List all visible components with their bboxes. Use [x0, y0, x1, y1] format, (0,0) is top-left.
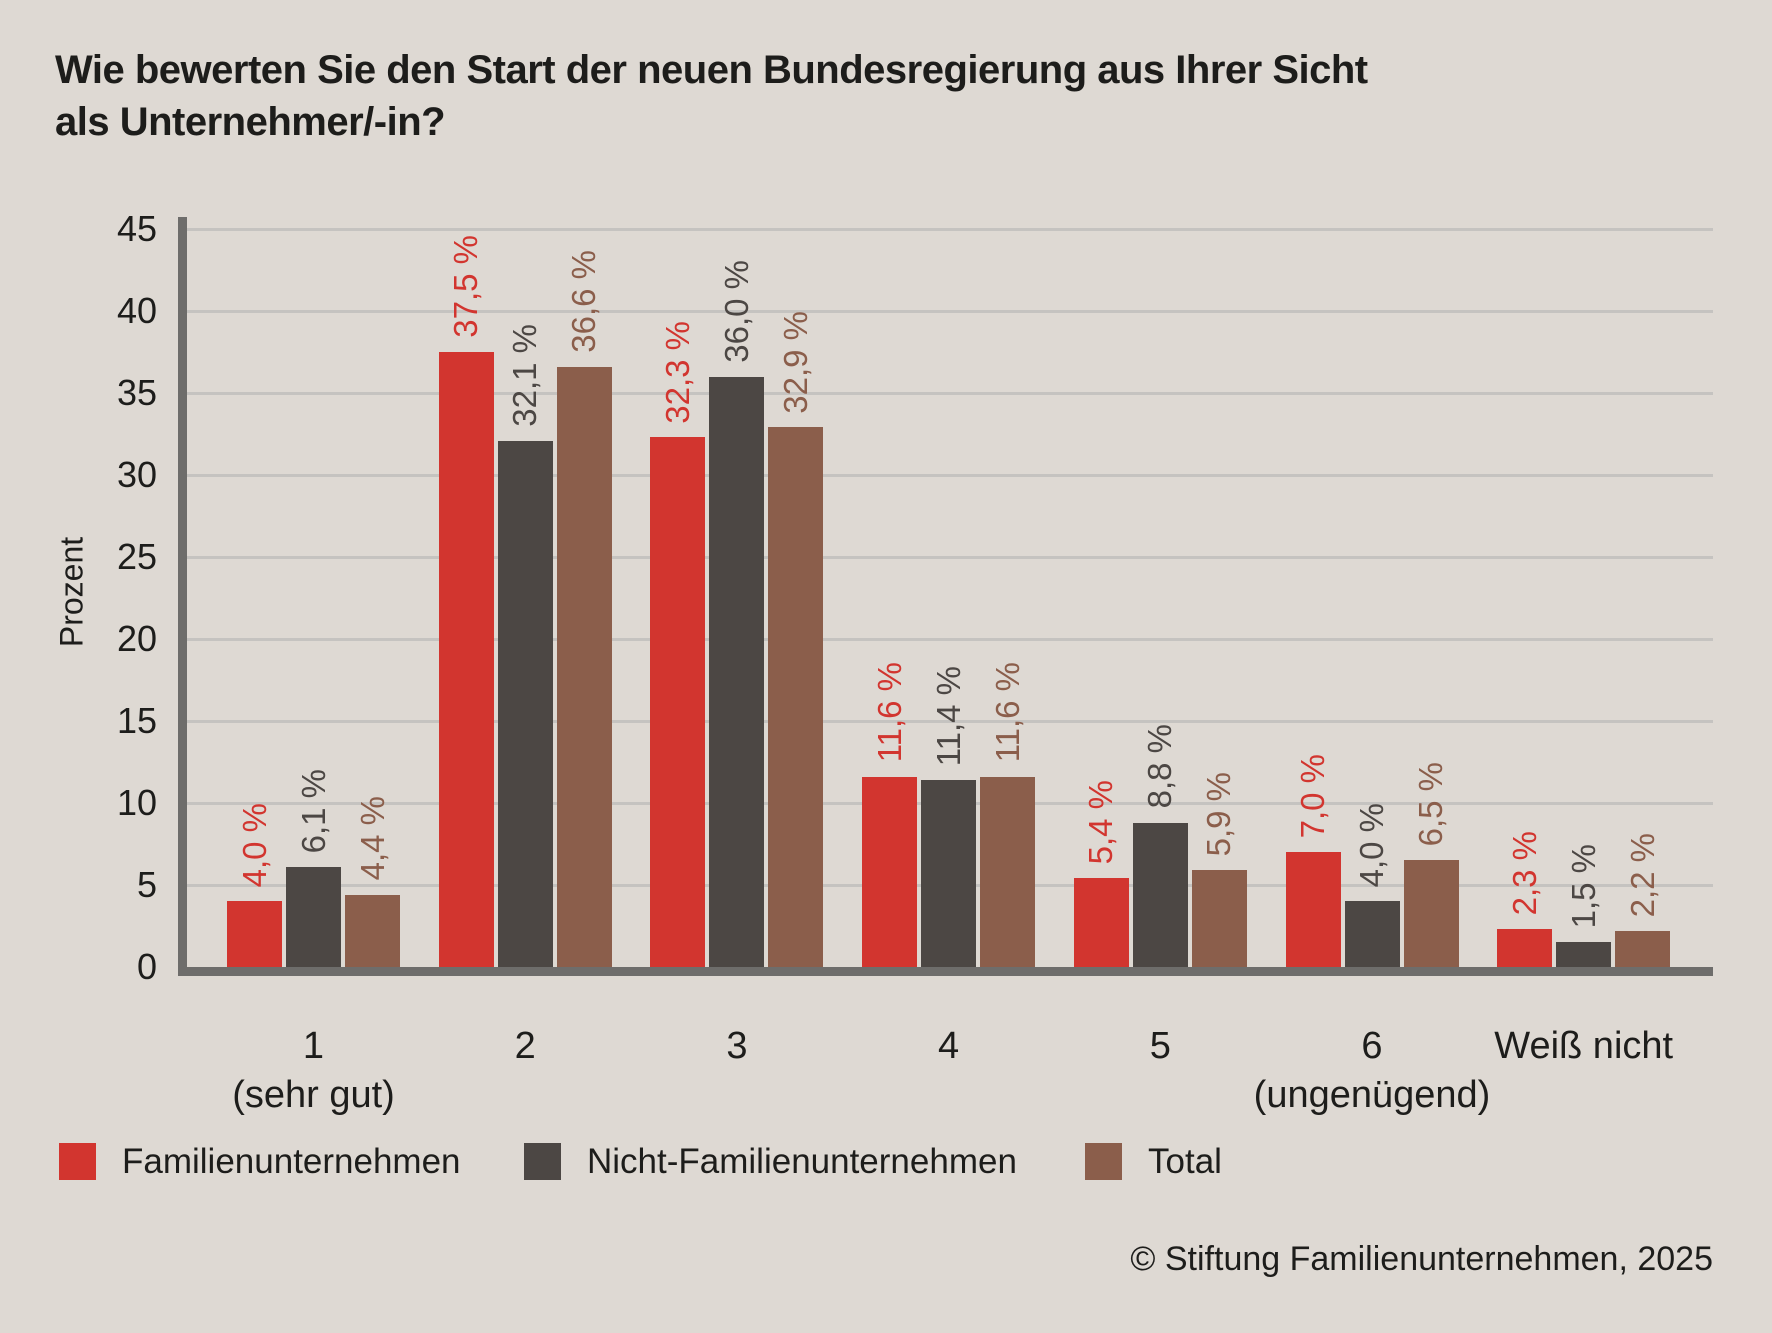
x-tick-label: 6 (ungenügend)	[1202, 1022, 1542, 1119]
bar: 1,5 %	[1556, 844, 1612, 967]
bar-value-label: 4,4 %	[353, 796, 391, 881]
bar-value-label: 2,2 %	[1623, 832, 1661, 917]
bar: 7,0 %	[1285, 754, 1341, 967]
bar-value-label: 32,3 %	[658, 320, 696, 424]
bar: 32,9 %	[768, 311, 824, 967]
y-tick-label: 45	[116, 208, 157, 249]
bar-group-3: 32,3 % 36,0 % 32,9 %	[650, 260, 824, 967]
x-tick-label: 5	[990, 1022, 1330, 1071]
bar-value-label: 2,3 %	[1505, 830, 1543, 916]
x-tick-label: 3	[567, 1022, 907, 1071]
bar: 36,0 %	[709, 260, 765, 967]
bar-value-label: 37,5 %	[447, 235, 485, 338]
x-tick-label: 4	[779, 1022, 1119, 1071]
bar-value-label: 32,9 %	[776, 310, 814, 414]
x-tick-main: 1	[302, 1025, 325, 1067]
bar-group-6: 7,0 % 4,0 % 6,5 %	[1285, 754, 1459, 967]
bar-value-label: 8,8 %	[1141, 724, 1179, 809]
x-tick-main: 4	[938, 1025, 960, 1067]
bar: 4,0 %	[227, 803, 282, 967]
bar-group-5: 5,4 % 8,8 % 5,9 %	[1073, 724, 1247, 967]
y-tick-label: 40	[116, 290, 157, 331]
bar-value-label: 11,6 %	[870, 662, 908, 763]
bar-value-label: 4,0 %	[1353, 803, 1390, 888]
bar-value-label: 11,6 %	[988, 662, 1026, 763]
x-tick-sublabel: (ungenügend)	[1253, 1073, 1491, 1116]
bar: 5,4 %	[1073, 780, 1129, 967]
y-tick-label: 5	[136, 864, 157, 905]
bar-value-label: 5,9 %	[1200, 771, 1238, 857]
bar: 4,0 %	[1344, 803, 1400, 967]
y-tick-label: 0	[136, 946, 157, 987]
bar: 11,4 %	[921, 666, 977, 967]
bar: 32,3 %	[650, 321, 706, 967]
bar-group-2: 37,5 % 32,1 % 36,6 %	[438, 235, 612, 967]
x-tick-sublabel: (sehr gut)	[232, 1073, 395, 1116]
x-tick-main: 5	[1149, 1025, 1171, 1067]
gridline	[187, 719, 1713, 723]
bar-group-4: 11,6 % 11,4 % 11,6 %	[862, 662, 1036, 967]
copyright-text: © Stiftung Familienunternehmen, 2025	[1130, 1240, 1713, 1278]
gridline	[187, 391, 1713, 395]
bar-group-Weiß nicht: 2,3 % 1,5 % 2,2 %	[1497, 831, 1671, 967]
legend-swatch	[59, 1143, 96, 1180]
x-tick-label: Weiß nicht	[1414, 1022, 1754, 1071]
bar: 37,5 %	[438, 235, 494, 967]
bar: 11,6 %	[862, 662, 918, 967]
y-tick-label: 15	[116, 700, 157, 741]
gridline	[187, 555, 1713, 559]
bar-value-label: 6,1 %	[294, 768, 332, 853]
bar-value-label: 6,5 %	[1412, 762, 1449, 847]
bar-value-label: 4,0 %	[235, 803, 273, 888]
gridline	[187, 637, 1713, 641]
y-axis-line	[178, 217, 187, 976]
x-tick-main: 6	[1361, 1025, 1383, 1067]
y-tick-label: 25	[116, 536, 157, 577]
legend-label: Familienunternehmen	[122, 1142, 461, 1181]
y-tick-label: 35	[116, 372, 157, 413]
x-tick-label: 2	[355, 1022, 695, 1071]
y-tick-label: 30	[116, 454, 157, 495]
legend-item: Familienunternehmen	[59, 1143, 461, 1180]
legend-swatch	[1085, 1143, 1122, 1180]
plot-area: 4,0 % 6,1 % 4,4 % 37,5 % 32,1 % 36,6 % 32,3 % 3…	[187, 227, 1713, 967]
gridline	[187, 473, 1713, 477]
x-tick-main: 2	[514, 1025, 536, 1067]
legend-label: Total	[1148, 1142, 1222, 1181]
legend-item: Nicht-Familienunternehmen	[524, 1143, 1017, 1180]
bar-value-label: 5,4 %	[1082, 780, 1120, 865]
gridline	[187, 309, 1713, 313]
bar-value-label: 7,0 %	[1294, 753, 1331, 839]
x-tick-label: 1 (sehr gut)	[144, 1022, 484, 1119]
bar: 36,6 %	[556, 250, 612, 967]
bar-value-label: 36,0 %	[717, 259, 755, 363]
legend-label: Nicht-Familienunternehmen	[587, 1142, 1017, 1181]
bar-value-label: 11,4 %	[929, 665, 967, 767]
bar: 4,4 %	[345, 796, 400, 967]
legend-item: Total	[1085, 1143, 1222, 1180]
bar-value-label: 36,6 %	[565, 250, 603, 353]
bar: 8,8 %	[1132, 724, 1188, 967]
gridline	[187, 227, 1713, 231]
bar: 2,2 %	[1615, 833, 1671, 967]
bar-value-label: 32,1 %	[506, 323, 544, 427]
x-tick-main: Weiß nicht	[1494, 1025, 1674, 1067]
x-tick-main: 3	[726, 1025, 748, 1067]
bar: 5,9 %	[1191, 772, 1247, 967]
y-tick-label: 10	[116, 782, 157, 823]
bar: 32,1 %	[497, 324, 553, 967]
bar-group-1: 4,0 % 6,1 % 4,4 %	[227, 769, 400, 967]
bar: 6,5 %	[1403, 762, 1459, 967]
bar-value-label: 1,5 %	[1564, 844, 1602, 929]
y-tick-label: 20	[116, 618, 157, 659]
x-axis-line	[178, 967, 1713, 976]
legend-swatch	[524, 1143, 561, 1180]
bar: 6,1 %	[286, 769, 341, 967]
bar: 2,3 %	[1497, 831, 1553, 967]
chart-title: Wie bewerten Sie den Start der neuen Bun…	[55, 48, 1368, 144]
bar: 11,6 %	[980, 662, 1036, 967]
